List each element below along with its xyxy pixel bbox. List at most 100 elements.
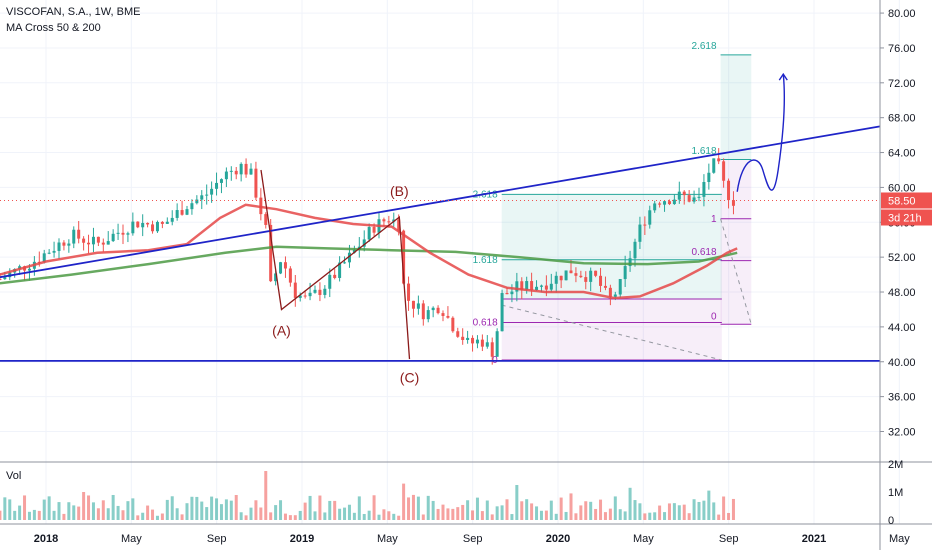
- volume-bar: [205, 507, 209, 520]
- volume-bar: [653, 512, 657, 520]
- candle-body: [18, 266, 22, 270]
- volume-bar: [431, 500, 435, 520]
- candle-body: [628, 258, 632, 267]
- volume-bar: [338, 508, 342, 520]
- candle-body: [397, 219, 401, 231]
- volume-bar: [32, 509, 36, 520]
- fib-label-left: 0.618: [473, 318, 498, 329]
- volume-bar: [91, 502, 95, 520]
- volume-bar: [0, 510, 2, 520]
- candle-body: [131, 221, 135, 234]
- candle-body: [136, 221, 140, 228]
- candle-body: [111, 233, 115, 242]
- candle-body: [67, 243, 71, 246]
- volume-bar: [397, 515, 401, 520]
- volume-bar: [643, 513, 647, 520]
- candle-body: [653, 203, 657, 211]
- volume-bar: [224, 499, 228, 520]
- volume-bar: [574, 513, 578, 520]
- candle-body: [343, 262, 347, 264]
- volume-bar: [23, 495, 27, 520]
- volume-bar: [608, 508, 612, 520]
- indicator-title[interactable]: MA Cross 50 & 200: [6, 22, 101, 34]
- candle-body: [210, 188, 214, 195]
- candle-body: [269, 224, 273, 282]
- volume-bar: [106, 508, 110, 520]
- volume-bar: [387, 511, 391, 520]
- candle-body: [72, 229, 76, 244]
- price-tick-label: 72.00: [888, 78, 916, 90]
- volume-bar: [249, 507, 253, 520]
- volume-bar: [402, 483, 406, 520]
- candle-body: [382, 219, 386, 222]
- price-tick-label: 48.00: [888, 287, 916, 299]
- candle-body: [702, 182, 706, 197]
- candle-body: [57, 242, 61, 251]
- candle-body: [274, 273, 278, 282]
- candle-body: [333, 274, 337, 278]
- time-tick-label: Sep: [207, 533, 227, 545]
- volume-bar: [259, 507, 263, 520]
- current-price-badge: [881, 192, 932, 209]
- candle-body: [727, 180, 731, 201]
- volume-bar: [116, 505, 120, 520]
- candle-body: [638, 224, 642, 242]
- volume-bar: [313, 511, 317, 520]
- candle-body: [155, 221, 159, 232]
- candle-body: [185, 209, 189, 215]
- candle-body: [667, 201, 671, 205]
- volume-bar: [121, 510, 125, 520]
- volume-bar: [146, 505, 150, 520]
- volume-bar: [323, 512, 327, 520]
- volume-bar: [126, 501, 130, 520]
- wave-label: (B): [390, 183, 409, 199]
- candle-body: [224, 171, 228, 180]
- fib-label-right: 0: [711, 311, 717, 322]
- time-tick-label: Sep: [719, 533, 739, 545]
- candle-body: [530, 281, 534, 291]
- volume-bar: [727, 512, 731, 520]
- candle-body: [323, 288, 327, 295]
- fib-zone-upper: [501, 194, 722, 299]
- candle-body: [416, 303, 420, 309]
- candle-body: [411, 300, 415, 309]
- wave-label: (A): [272, 322, 291, 338]
- volume-bar: [461, 504, 465, 520]
- volume-bar: [77, 506, 81, 520]
- volume-bar: [254, 500, 258, 520]
- candle-body: [126, 233, 130, 235]
- volume-bar: [722, 496, 726, 520]
- time-tick-label: 2021: [802, 533, 826, 545]
- volume-bar: [530, 503, 534, 520]
- volume-bar: [505, 499, 509, 520]
- candle-body: [407, 283, 411, 301]
- volume-bar: [37, 510, 41, 520]
- candle-body: [692, 197, 696, 202]
- symbol-title[interactable]: VISCOFAN, S.A., 1W, BME: [6, 6, 141, 18]
- volume-bar: [111, 494, 115, 520]
- wave-label: (C): [400, 369, 419, 385]
- volume-bar: [13, 510, 17, 520]
- volume-bar: [515, 485, 519, 520]
- candle-body: [313, 289, 317, 293]
- candle-body: [554, 275, 558, 284]
- volume-bar: [82, 492, 86, 520]
- projection-arrowhead: [778, 72, 788, 81]
- countdown-value: 3d 21h: [888, 212, 922, 224]
- volume-bar: [544, 510, 548, 520]
- volume-bar: [96, 508, 100, 520]
- volume-bar: [613, 496, 617, 520]
- volume-bar: [293, 515, 297, 520]
- candle-body: [160, 221, 164, 224]
- volume-bar: [549, 500, 553, 520]
- volume-bar: [160, 513, 164, 520]
- volume-bar: [500, 505, 504, 520]
- candle-body: [475, 339, 479, 344]
- volume-bar: [18, 505, 22, 520]
- candle-body: [42, 253, 46, 262]
- volume-bar: [3, 497, 7, 520]
- volume-bar: [667, 503, 671, 520]
